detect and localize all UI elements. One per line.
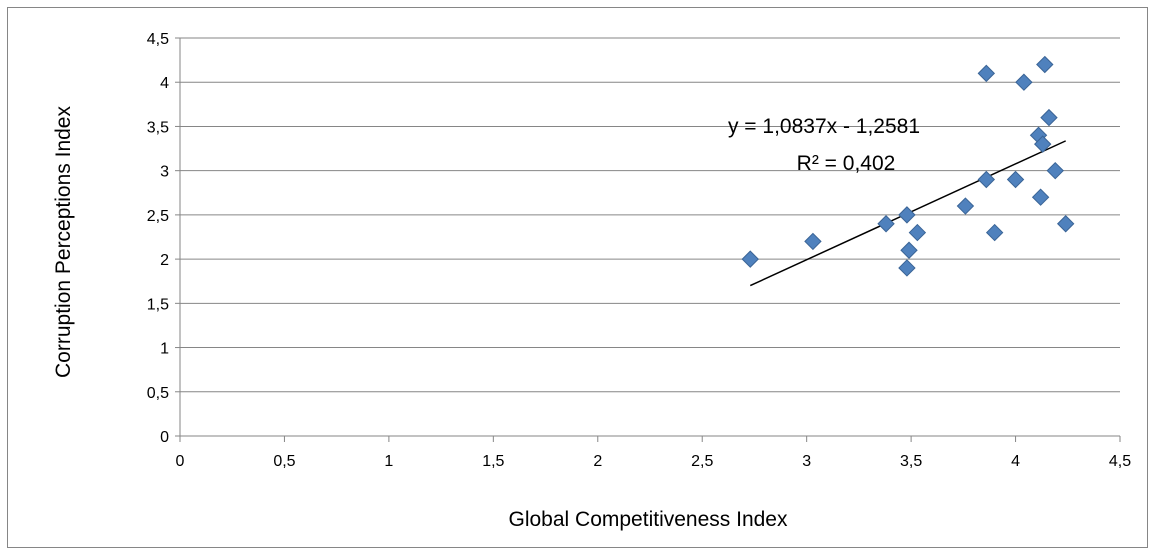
x-axis-title: Global Competitiveness Index xyxy=(509,508,788,531)
data-point xyxy=(985,223,1004,242)
y-tick-label: 4,5 xyxy=(147,31,169,48)
gridlines xyxy=(180,37,1120,393)
x-tick-label: 1,5 xyxy=(482,453,504,470)
data-point xyxy=(898,259,916,277)
data-points xyxy=(741,55,1075,277)
y-tick-label: 3 xyxy=(160,164,169,181)
data-point xyxy=(1034,135,1052,153)
x-tick-label: 1 xyxy=(384,453,393,470)
x-tick-label: 4,5 xyxy=(1109,453,1131,470)
data-point xyxy=(977,170,996,189)
data-point xyxy=(741,250,759,268)
data-point xyxy=(1046,161,1064,180)
data-point xyxy=(898,206,916,224)
data-point xyxy=(1006,170,1025,189)
data-point xyxy=(804,232,822,251)
y-tick-label: 2,5 xyxy=(147,208,169,225)
data-point xyxy=(1056,215,1075,233)
data-point xyxy=(977,64,996,83)
x-tick-label: 4 xyxy=(1011,453,1020,470)
x-tick-label: 0,5 xyxy=(273,453,295,470)
data-point xyxy=(1036,55,1054,74)
y-axis-title: Corruption Perceptions Index xyxy=(52,106,75,378)
data-point xyxy=(1015,73,1033,91)
y-tick-label: 1,5 xyxy=(147,296,169,313)
x-tick-label: 3,5 xyxy=(900,453,922,470)
y-tick-label: 2 xyxy=(160,252,169,269)
y-tick-label: 0,5 xyxy=(147,385,169,402)
y-tick-label: 3,5 xyxy=(147,119,169,136)
x-tick-label: 0 xyxy=(176,453,185,470)
x-tick-label: 3 xyxy=(802,453,811,470)
data-point xyxy=(956,197,975,215)
chart-frame: 0 0,5 1 1,5 2 2,5 3 3,5 4 4,5 0 0,5 1 1,5 2 2,5 3 3,5 4 4,… xyxy=(7,7,1148,548)
scatter-chart: 0 0,5 1 1,5 2 2,5 3 3,5 4 4,5 0 0,5 1 1,5 2 2,5 3 3,5 4 4,… xyxy=(52,31,1132,531)
y-tick-label: 0 xyxy=(160,429,169,446)
axes xyxy=(175,37,1121,442)
y-tick-labels: 0 0,5 1 1,5 2 2,5 3 3,5 4 4,5 xyxy=(147,31,169,446)
data-point xyxy=(908,223,927,242)
data-point xyxy=(900,241,918,259)
x-tick-label: 2 xyxy=(593,453,602,470)
trendline-r-squared: R² = 0,402 xyxy=(797,152,896,175)
data-point xyxy=(1031,188,1050,206)
x-tick-label: 2,5 xyxy=(691,453,713,470)
x-tick-labels: 0 0,5 1 1,5 2 2,5 3 3,5 4 4,5 xyxy=(176,453,1132,470)
data-point xyxy=(877,215,895,233)
y-tick-label: 4 xyxy=(160,75,169,92)
y-tick-label: 1 xyxy=(160,341,169,358)
data-point xyxy=(1040,108,1058,127)
trendline-equation: y = 1,0837x - 1,2581 xyxy=(728,115,920,138)
